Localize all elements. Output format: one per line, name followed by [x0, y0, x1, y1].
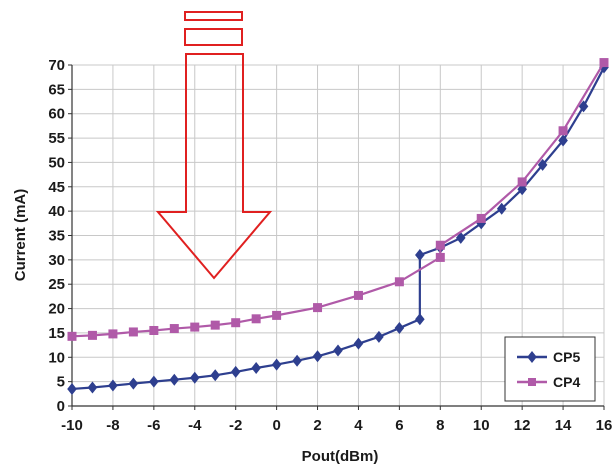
data-point-cp4	[128, 327, 138, 337]
data-point-cp4	[231, 318, 241, 328]
x-tick-label: -2	[229, 417, 242, 434]
data-point-cp5	[599, 61, 609, 74]
x-tick-label: 14	[555, 417, 572, 434]
data-point-cp5	[230, 365, 241, 378]
x-tick-label: -6	[147, 417, 160, 434]
data-point-cp4	[476, 213, 486, 223]
arrow-bar-top	[184, 11, 243, 21]
y-tick-labels: 0 5 10 15 20 25 30 35 40 45 50 55 60 65 70	[48, 57, 65, 415]
legend-label-cp5: CP5	[553, 349, 580, 365]
data-point-cp4	[272, 310, 282, 320]
y-tick-label: 15	[48, 325, 65, 342]
x-tick-labels: -10 -8 -6 -4 -2 0 2 4 6 8 10 12 14 16	[61, 417, 612, 434]
data-point-cp5	[67, 382, 77, 395]
x-axis-title: Pout(dBm)	[302, 448, 379, 465]
y-tick-label: 60	[48, 106, 65, 123]
y-tick-label: 70	[48, 57, 65, 74]
data-point-cp4	[67, 331, 77, 341]
data-point-cp5	[415, 313, 425, 326]
data-point-cp5	[374, 330, 384, 343]
x-tick-label: 10	[473, 417, 490, 434]
data-point-cp5	[128, 377, 139, 390]
legend-marker-cp4	[528, 378, 536, 386]
y-tick-label: 25	[48, 276, 65, 293]
data-point-cp5	[108, 379, 118, 392]
series-line-cp5	[71, 66, 605, 391]
y-tick-label: 55	[48, 130, 65, 147]
legend-label-cp4: CP4	[553, 374, 580, 390]
data-point-cp5	[537, 158, 548, 171]
data-point-cp5	[210, 369, 221, 382]
y-tick-label: 65	[48, 81, 65, 98]
x-tick-label: 12	[514, 417, 531, 434]
arrow-shape	[155, 53, 273, 280]
y-tick-label: 30	[48, 252, 65, 269]
data-point-cp5	[353, 337, 364, 350]
legend-marker-cp5	[527, 351, 537, 363]
axes	[68, 64, 605, 410]
data-point-cp4	[353, 290, 363, 300]
y-tick-label: 45	[48, 179, 65, 196]
data-point-cp4	[87, 330, 97, 340]
x-tick-label: -8	[106, 417, 119, 434]
data-point-cp5	[312, 350, 323, 363]
series-cp4	[67, 58, 609, 341]
data-point-cp5	[169, 373, 180, 386]
x-tick-label: 4	[354, 417, 363, 434]
legend-box	[504, 336, 596, 402]
data-point-cp5	[292, 354, 302, 367]
data-point-cp4	[558, 126, 568, 136]
y-tick-label: 40	[48, 203, 65, 220]
data-point-cp5	[558, 134, 568, 147]
y-tick-label: 20	[48, 301, 65, 318]
data-point-cp5	[87, 381, 98, 394]
legend: CP5 CP4	[504, 336, 596, 402]
y-tick-label: 35	[48, 228, 65, 245]
y-tick-label: 10	[48, 349, 65, 366]
data-point-cp4	[599, 58, 609, 68]
data-point-cp4	[149, 325, 159, 335]
x-tick-label: -4	[188, 417, 202, 434]
data-point-cp4	[190, 322, 200, 332]
x-tick-label: 16	[596, 417, 613, 434]
data-point-cp4	[435, 252, 445, 262]
x-tick-label: -10	[61, 417, 83, 434]
x-tick-label: 6	[395, 417, 403, 434]
data-point-cp5	[415, 248, 425, 261]
x-tick-label: 0	[272, 417, 280, 434]
data-point-cp5	[496, 202, 507, 215]
data-point-cp4	[313, 303, 323, 313]
arrow-bar-middle	[184, 28, 243, 46]
data-point-cp5	[189, 371, 200, 384]
data-point-cp5	[578, 100, 589, 113]
series-cp5	[67, 61, 609, 395]
y-tick-label: 5	[57, 374, 65, 391]
y-axis-title: Current (mA)	[12, 189, 29, 282]
y-tick-label: 50	[48, 154, 65, 171]
y-tick-label: 0	[57, 398, 65, 415]
series-layer	[67, 58, 609, 395]
data-point-cp4	[108, 329, 118, 339]
x-tick-label: 8	[436, 417, 444, 434]
data-point-cp5	[271, 358, 282, 371]
data-point-cp4	[435, 240, 445, 250]
data-point-cp4	[169, 324, 179, 334]
data-point-cp4	[517, 177, 527, 187]
data-point-cp4	[251, 314, 261, 324]
data-point-cp5	[251, 362, 261, 375]
data-point-cp5	[394, 322, 405, 335]
x-tick-label: 2	[313, 417, 321, 434]
data-point-cp4	[210, 320, 220, 330]
data-point-cp4	[394, 277, 404, 287]
down-arrow-annotation	[155, 11, 273, 280]
data-point-cp5	[333, 344, 343, 357]
data-point-cp5	[149, 375, 159, 388]
data-point-cp5	[455, 231, 466, 244]
